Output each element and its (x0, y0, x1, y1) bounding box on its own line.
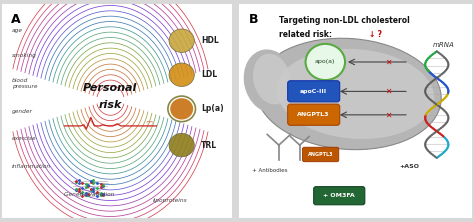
Text: + OM3FA: + OM3FA (323, 193, 355, 198)
FancyBboxPatch shape (302, 147, 339, 162)
Text: Genetic variation: Genetic variation (64, 192, 115, 197)
Text: inflammation: inflammation (11, 164, 51, 169)
Text: ✕: ✕ (385, 87, 391, 96)
FancyBboxPatch shape (288, 81, 340, 102)
Text: smoking: smoking (11, 53, 36, 58)
Text: blood
pressure: blood pressure (11, 78, 37, 89)
Text: ✕: ✕ (385, 57, 391, 66)
Ellipse shape (244, 50, 295, 113)
Circle shape (169, 133, 194, 157)
Text: risk: risk (99, 100, 122, 110)
Text: ANGPTL3: ANGPTL3 (298, 112, 330, 117)
Circle shape (169, 29, 194, 52)
Text: ♡: ♡ (146, 121, 153, 130)
Text: + Antibodies: + Antibodies (252, 168, 287, 173)
Text: ?: ? (375, 30, 382, 39)
Circle shape (306, 44, 345, 80)
Circle shape (170, 98, 193, 119)
FancyBboxPatch shape (0, 0, 241, 222)
Text: A: A (11, 13, 21, 26)
Text: mRNA: mRNA (433, 42, 455, 48)
Text: B: B (248, 13, 258, 26)
Text: age: age (11, 28, 23, 32)
Text: TRL: TRL (201, 141, 218, 150)
Text: gender: gender (11, 109, 32, 113)
Text: exercise: exercise (11, 136, 36, 141)
FancyBboxPatch shape (230, 0, 474, 222)
Ellipse shape (256, 38, 441, 150)
Text: ANGPTL3: ANGPTL3 (308, 152, 333, 157)
Text: apo(a): apo(a) (315, 59, 336, 64)
Text: related risk:: related risk: (279, 30, 335, 39)
FancyBboxPatch shape (314, 187, 365, 205)
FancyBboxPatch shape (288, 104, 340, 125)
Text: Lp(a): Lp(a) (201, 104, 224, 113)
Circle shape (169, 63, 194, 87)
Text: apoC-III: apoC-III (300, 89, 327, 94)
Text: HDL: HDL (201, 36, 219, 45)
Text: +ASO: +ASO (399, 164, 419, 169)
Ellipse shape (253, 54, 291, 104)
Text: lipoproteins: lipoproteins (153, 198, 188, 203)
Text: Targeting non-LDL cholesterol: Targeting non-LDL cholesterol (279, 16, 410, 25)
Text: LDL: LDL (201, 70, 218, 79)
Ellipse shape (277, 49, 434, 139)
Text: Personal: Personal (83, 83, 137, 93)
Text: ↓: ↓ (368, 30, 374, 39)
Text: ✕: ✕ (385, 110, 391, 119)
